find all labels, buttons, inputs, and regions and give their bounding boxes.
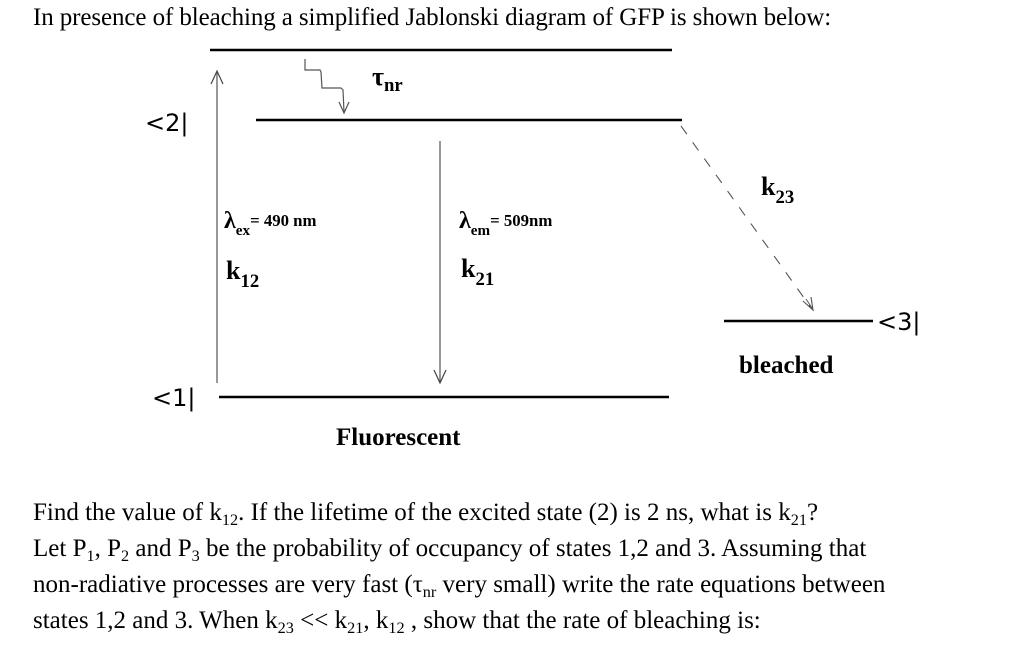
subscript: 12	[388, 618, 405, 637]
k-symbol: k	[226, 256, 241, 285]
k23-label: k23	[761, 172, 794, 208]
intro-text: In presence of bleaching a simplified Ja…	[33, 4, 832, 31]
state-2-label: <2|	[145, 109, 189, 137]
fluorescent-label: Fluorescent	[336, 424, 461, 451]
lambda-symbol: λ	[459, 208, 471, 234]
k-symbol: k	[761, 172, 776, 201]
state-1-label: <1|	[152, 384, 196, 412]
question-line-2: Let P1, P2 and P3 be the probability of …	[33, 532, 885, 568]
text: Let P	[33, 535, 87, 562]
lambda-em-label: λem= 509nm	[459, 208, 553, 239]
text: . If the lifetime of the excited state (…	[238, 499, 791, 526]
subscript: nr	[422, 582, 437, 601]
nonradiative-decay-arrow-icon	[304, 59, 345, 113]
lambda-ex-label: λex= 490 nm	[224, 208, 317, 239]
text: non-radiative processes are very fast (τ	[33, 571, 423, 598]
text: very small) write the rate equations bet…	[436, 571, 886, 598]
k12-label: k12	[226, 256, 259, 292]
lambda-symbol: λ	[224, 208, 236, 234]
text: be the probability of occupancy of state…	[199, 535, 867, 562]
state-3-label: <3|	[877, 308, 921, 336]
text: states 1,2 and 3. When k	[33, 607, 278, 634]
k21-subscript: 21	[475, 269, 495, 291]
k-symbol: k	[461, 254, 476, 283]
text: , k	[363, 607, 389, 634]
text: << k	[293, 607, 348, 634]
subscript: 2	[121, 546, 130, 565]
bleached-label: bleached	[739, 352, 834, 379]
ex-subscript: ex	[235, 222, 251, 239]
tau-subscript: nr	[383, 74, 403, 96]
em-subscript: em	[470, 222, 491, 239]
lambda-em-value: = 509nm	[490, 211, 553, 231]
question-line-1: Find the value of k12. If the lifetime o…	[33, 496, 885, 532]
subscript: 23	[277, 618, 294, 637]
tau-nr-label: τnr	[372, 62, 403, 96]
bleaching-arrow-icon	[680, 125, 813, 310]
question-line-4: states 1,2 and 3. When k23 << k21, k12 ,…	[33, 604, 885, 640]
text: ?	[806, 499, 819, 526]
subscript: 21	[347, 618, 364, 637]
text: , show that the rate of bleaching is:	[404, 607, 761, 634]
text: Find the value of k	[33, 499, 222, 526]
k23-subscript: 23	[775, 187, 795, 209]
question-text: Find the value of k12. If the lifetime o…	[33, 496, 885, 640]
tau-symbol: τ	[372, 62, 384, 91]
text: and P	[129, 535, 192, 562]
text: , P	[94, 535, 121, 562]
subscript: 1	[86, 546, 95, 565]
k12-subscript: 12	[240, 271, 260, 293]
lambda-ex-value: = 490 nm	[250, 211, 317, 231]
k21-label: k21	[461, 254, 494, 290]
subscript: 12	[221, 510, 239, 529]
subscript: 21	[790, 510, 807, 529]
question-line-3: non-radiative processes are very fast (τ…	[33, 568, 885, 604]
subscript: 3	[191, 546, 200, 565]
